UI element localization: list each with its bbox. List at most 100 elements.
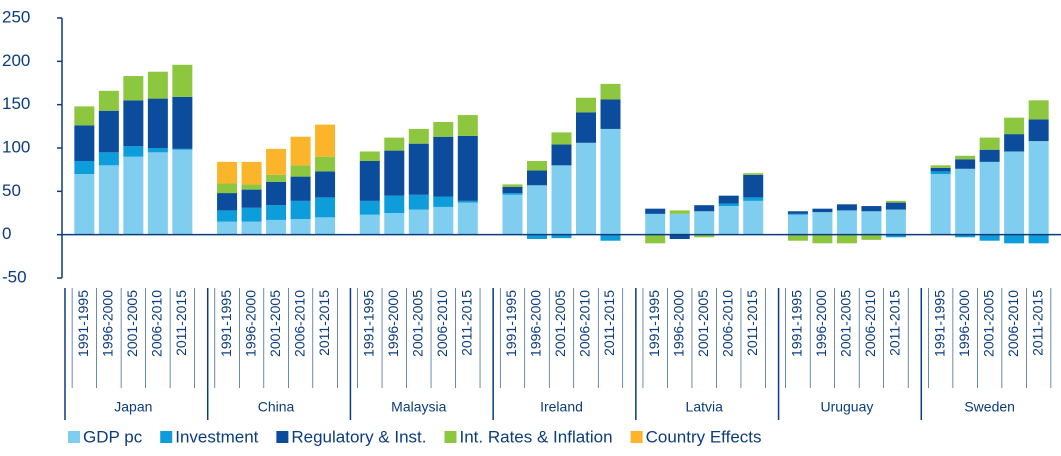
bar-segment	[384, 137, 405, 151]
x-tick-label: 1996-2000	[100, 290, 116, 357]
bar-segment	[74, 174, 95, 235]
x-tick-label: 1991-1995	[218, 290, 234, 357]
bar-segment	[861, 211, 882, 235]
bar-segment	[812, 234, 833, 244]
bar-segment	[645, 234, 666, 244]
x-tick-label: 2001-2005	[552, 290, 568, 357]
bar-segment	[694, 234, 715, 238]
bar-segment	[527, 185, 547, 235]
bar-segment	[743, 174, 764, 198]
bar-segment	[600, 83, 621, 100]
bar-segment	[669, 234, 690, 239]
bar-segment	[551, 144, 572, 166]
x-tick-label: 2006-2010	[862, 290, 878, 357]
bar-segment	[172, 64, 193, 97]
bar-segment	[172, 96, 193, 149]
bar-segment	[1028, 100, 1049, 120]
bar-segment	[645, 208, 666, 214]
bar-segment	[290, 176, 311, 201]
y-tick-label: 100	[2, 137, 30, 156]
bar-segment	[787, 211, 808, 214]
x-tick-label: 2011-2015	[601, 290, 617, 356]
bar-segment	[315, 217, 336, 235]
bar-segment	[979, 161, 1000, 235]
x-tick-label: 2001-2005	[409, 290, 425, 357]
bar-segment	[217, 221, 238, 235]
bar-segment	[123, 76, 144, 101]
bar-segment	[930, 165, 951, 168]
group-label: Malaysia	[391, 399, 446, 415]
bar-segment	[930, 171, 951, 174]
bar-segment	[241, 207, 262, 222]
bar-segment	[1028, 141, 1049, 235]
legend-swatch	[630, 431, 643, 443]
x-tick-label: 2001-2005	[695, 290, 711, 357]
bar-segment	[551, 234, 572, 239]
bar-segment	[1004, 134, 1025, 152]
x-tick-label: 2006-2010	[577, 290, 593, 357]
bar-segment	[645, 213, 666, 235]
group-label: Uruguay	[820, 399, 873, 415]
x-tick-label: 2006-2010	[719, 290, 735, 357]
bar-segment	[718, 203, 739, 207]
bar-segment	[885, 202, 906, 210]
bar-segment	[743, 200, 764, 235]
bar-segment	[290, 200, 311, 220]
bar-segment	[315, 171, 336, 198]
legend-swatch	[68, 431, 80, 443]
bar-segment	[290, 136, 311, 166]
bar-segment	[812, 212, 833, 235]
bar-segment	[955, 234, 976, 238]
bar-segment	[527, 170, 547, 186]
legend-swatch	[276, 431, 289, 443]
group-label: Latvia	[686, 399, 724, 415]
bar-segment	[1004, 117, 1025, 135]
x-tick-label: 1991-1995	[75, 290, 91, 357]
x-tick-label: 1996-2000	[813, 290, 829, 357]
bar-segment	[98, 110, 119, 153]
bar-segment	[123, 146, 144, 157]
bar-segment	[718, 206, 739, 235]
bar-segment	[1004, 234, 1025, 244]
bar-segment	[74, 106, 95, 126]
y-tick-label: 150	[2, 94, 30, 113]
bar-segment	[1004, 151, 1025, 235]
bar-segment	[836, 234, 857, 244]
bar-segment	[384, 213, 405, 235]
x-tick-label: 1991-1995	[931, 290, 947, 357]
legend-label: Regulatory & Inst.	[291, 427, 426, 446]
legend-label: GDP pc	[83, 427, 143, 446]
bar-segment	[359, 161, 380, 201]
bar-segment	[787, 213, 808, 215]
x-tick-label: 1996-2000	[385, 290, 401, 357]
bar-segment	[408, 128, 429, 144]
bar-segment	[147, 148, 168, 153]
bar-segment	[743, 173, 764, 175]
x-tick-label: 2001-2005	[838, 290, 854, 357]
x-tick-label: 1991-1995	[360, 290, 376, 357]
bar-segment	[502, 184, 523, 187]
bar-segment	[433, 136, 454, 197]
bar-segment	[217, 210, 238, 222]
bar-segment	[241, 184, 262, 190]
group-label: China	[258, 399, 295, 415]
bar-segment	[955, 159, 976, 169]
bar-segment	[694, 211, 715, 235]
x-tick-label: 2001-2005	[124, 290, 140, 357]
x-tick-label: 1991-1995	[503, 290, 519, 357]
bar-segment	[930, 174, 951, 235]
x-tick-label: 2001-2005	[267, 290, 283, 357]
bar-segment	[861, 206, 882, 212]
bar-segment	[787, 234, 808, 241]
x-tick-label: 2006-2010	[434, 290, 450, 357]
bar-segment	[979, 137, 1000, 150]
legend-swatch	[444, 431, 457, 443]
bar-segment	[433, 196, 454, 207]
bar-segment	[1028, 234, 1049, 244]
bar-segment	[266, 174, 287, 182]
bar-segment	[930, 167, 951, 172]
bar-segment	[359, 200, 380, 215]
x-tick-label: 2006-2010	[149, 290, 165, 357]
